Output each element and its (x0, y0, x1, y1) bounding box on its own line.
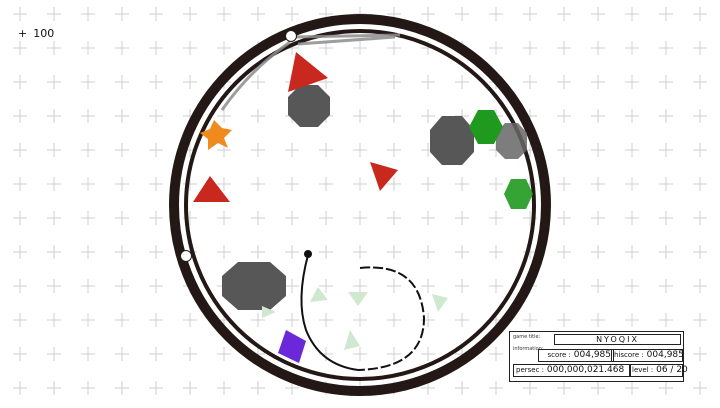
info-panel: game title: NYOQIX information: score : … (509, 331, 688, 382)
level-value: 06 / 20 (656, 365, 688, 375)
information-label: information: (513, 346, 544, 352)
level-box: level : 06 / 20 (629, 364, 688, 377)
hiscore-value: 004,985 (646, 350, 684, 360)
orange-star-enemy (200, 120, 232, 150)
player-path-dashed (357, 266, 426, 371)
red-triangle-enemy (193, 176, 230, 202)
bonus-indicator: +100 (18, 27, 54, 40)
plus-icon: + (18, 27, 28, 40)
hiscore-box: hiscore : 004,985 (611, 349, 684, 362)
score-value: 004,985 (573, 350, 611, 360)
bonus-value: 100 (33, 27, 55, 40)
game-title-label: game title: (513, 334, 541, 340)
ring-marker-top (285, 30, 297, 42)
score-label: score : (547, 351, 571, 359)
purple-square-enemy (278, 330, 306, 363)
green-hexagon-enemy (469, 110, 503, 144)
arena-inner-ring (184, 29, 536, 381)
hiscore-label: hiscore : (614, 351, 644, 359)
persec-label: persec : (516, 366, 545, 374)
gray-octagon-enemy (430, 116, 474, 165)
persec-value: 000,000,021.468 (546, 365, 625, 375)
motion-trail (220, 33, 401, 111)
red-triangle-enemy (288, 52, 328, 92)
gray-octagon-enemy (496, 123, 527, 159)
ring-marker-left (180, 250, 192, 262)
persec-box: persec : 000,000,021.468 (513, 364, 631, 377)
level-label: level : (632, 366, 654, 374)
red-triangle-enemy (370, 162, 398, 191)
score-box: score : 004,985 (538, 349, 614, 362)
green-hexagon-enemy (504, 179, 533, 209)
ghost-triangles (262, 287, 448, 350)
gray-octagon-enemy (288, 85, 330, 127)
player-marker[interactable] (304, 250, 312, 258)
gray-octagon-enemy (222, 262, 286, 310)
player-path-line (300, 254, 359, 371)
game-title: NYOQIX (554, 334, 681, 345)
arena-outer-ring (169, 14, 551, 396)
